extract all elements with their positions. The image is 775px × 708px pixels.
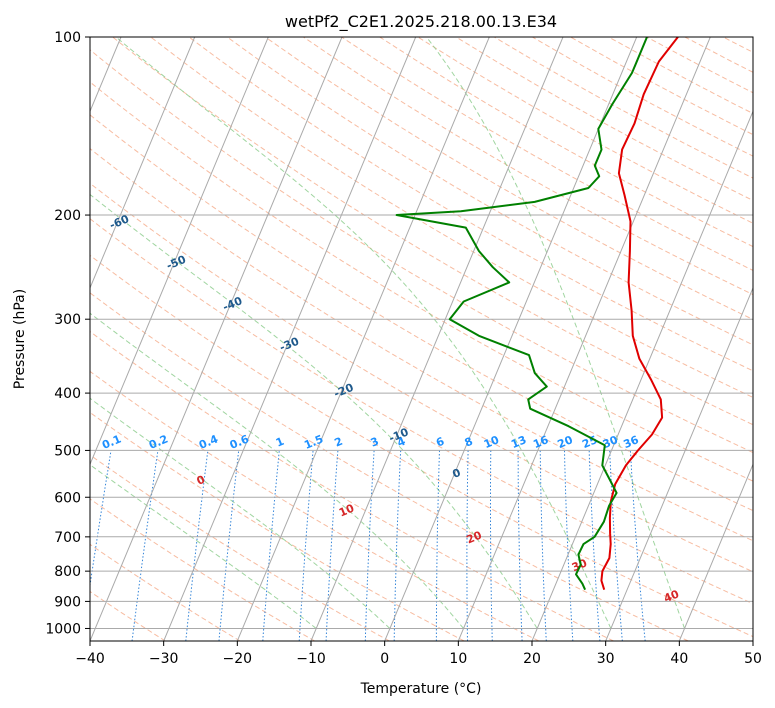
x-tick-label: −10 <box>296 651 326 667</box>
mixing-ratio-line <box>539 450 547 641</box>
isotherm-line <box>384 37 638 641</box>
y-tick-label: 100 <box>54 30 81 46</box>
x-tick-label: 20 <box>523 651 541 667</box>
x-tick-label: 50 <box>744 651 762 667</box>
isotherm-label: -80 <box>0 132 18 152</box>
x-tick-label: 10 <box>449 651 467 667</box>
mixing-ratio-line <box>564 450 574 641</box>
x-tick-label: −40 <box>75 651 105 667</box>
plot-background <box>90 37 753 641</box>
isotherm-line <box>90 37 269 466</box>
dry-adiabat <box>112 37 753 426</box>
dry-adiabat <box>90 218 753 605</box>
dry-adiabat <box>90 292 689 641</box>
moist-adiabat <box>426 37 686 629</box>
mixing-ratio-label: 25 <box>580 433 599 451</box>
isotherm-line <box>531 110 753 641</box>
dry-adiabat <box>90 114 753 512</box>
mixing-ratio-line <box>325 450 339 641</box>
dry-adiabat <box>90 330 614 641</box>
moist-adiabat <box>90 193 538 629</box>
dry-adiabat <box>90 411 465 641</box>
y-tick-label: 300 <box>54 312 81 328</box>
y-tick-label: 700 <box>54 530 81 546</box>
isotherm-line <box>90 37 196 290</box>
isotherm-line <box>236 37 490 641</box>
isotherm-line <box>90 37 343 641</box>
dry-adiabat <box>90 182 753 573</box>
mixing-ratio-line <box>517 450 523 641</box>
mixing-ratio-line <box>218 450 240 641</box>
mixing-ratio-line <box>588 450 601 641</box>
chart-title: wetPf2_C2E1.2025.218.00.13.E34 <box>285 12 557 32</box>
dry-adiabat <box>90 498 315 641</box>
isotherm-line <box>678 463 753 641</box>
dry-adiabat <box>761 37 775 641</box>
background-lines <box>90 37 775 641</box>
isotherm-label: -70 <box>51 172 75 192</box>
isotherm-line <box>310 37 564 641</box>
plot-frame <box>89 36 754 642</box>
mixing-ratio-label: 10 <box>482 433 501 451</box>
mixing-ratio-line <box>364 450 375 641</box>
axes: −40 −30 −20 −10 0 10 20 30 40 50 1000 900 800 700 600 5… <box>45 30 762 667</box>
dry-adiabat <box>90 370 540 641</box>
x-tick-label: 40 <box>670 651 688 667</box>
moist-adiabat-label: 10 <box>337 501 356 519</box>
moist-adiabat-label: 40 <box>662 587 681 605</box>
mixing-ratio-label: 13 <box>509 433 528 451</box>
isotherm-line <box>752 639 753 641</box>
mixing-ratio-label: 36 <box>621 433 640 451</box>
isotherm-line <box>163 37 417 641</box>
mixing-ratio-label: 20 <box>556 433 575 451</box>
y-tick-label: 400 <box>54 386 81 402</box>
dry-adiabat <box>303 37 753 296</box>
y-tick-label: 200 <box>54 208 81 224</box>
temperature-profile-line <box>600 37 679 590</box>
isotherm-line <box>457 37 711 641</box>
mixing-ratio-label: 16 <box>531 433 550 451</box>
mixing-ratio-line <box>466 450 469 641</box>
dry-adiabat <box>90 454 390 641</box>
mixing-ratio-line <box>185 450 209 641</box>
x-tick-label: −20 <box>223 651 253 667</box>
y-tick-label: 600 <box>54 490 81 506</box>
x-tick-label: 0 <box>380 651 389 667</box>
mixing-ratio-line <box>262 450 280 641</box>
x-tick-label: 30 <box>597 651 615 667</box>
dry-adiabat <box>226 37 753 346</box>
mixing-ratio-line <box>298 450 314 641</box>
mixing-ratio-line <box>393 450 402 641</box>
y-axis-label: Pressure (hPa) <box>12 289 28 389</box>
moist-adiabat <box>115 37 612 629</box>
moist-adiabat <box>90 464 317 629</box>
dry-adiabat <box>90 254 753 638</box>
mixing-ratio-label: 30 <box>601 433 620 451</box>
data-series <box>395 37 679 591</box>
dry-adiabat <box>90 81 753 482</box>
y-tick-label: 1000 <box>45 621 81 637</box>
isotherm-line <box>605 286 753 641</box>
dry-adiabat <box>90 590 166 641</box>
x-axis-label: Temperature (°C) <box>360 681 482 697</box>
dewpoint-profile-line <box>395 37 648 591</box>
moist-adiabat <box>90 312 464 629</box>
dry-adiabat <box>264 37 753 321</box>
moist-adiabat-label: 20 <box>465 528 484 546</box>
y-tick-label: 800 <box>54 564 81 580</box>
y-tick-label: 500 <box>54 443 81 459</box>
dry-adiabat <box>90 49 753 454</box>
x-tick-label: −30 <box>149 651 179 667</box>
mixing-ratio-line <box>435 450 440 641</box>
y-tick-label: 900 <box>54 594 81 610</box>
